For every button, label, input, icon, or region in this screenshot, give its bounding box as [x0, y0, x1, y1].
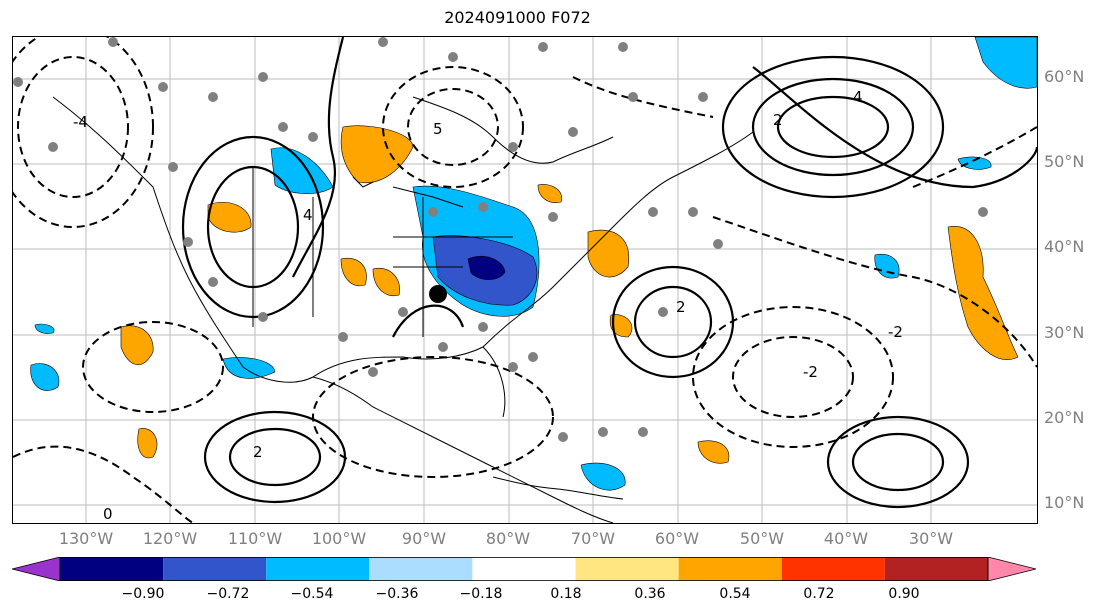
station-marker — [368, 367, 378, 377]
lat-label: 40°N — [1044, 237, 1085, 256]
colorbar — [12, 557, 1036, 581]
station-marker — [648, 207, 658, 217]
colorbar-label: 0.18 — [550, 586, 582, 602]
contour-label: 4 — [853, 88, 863, 106]
lat-label: 50°N — [1044, 152, 1085, 171]
coastlines — [52, 96, 754, 523]
station-marker — [258, 312, 268, 322]
station-marker — [698, 92, 708, 102]
contour-label: 2 — [676, 298, 686, 316]
station-marker — [158, 82, 168, 92]
lon-label: 110°W — [227, 529, 283, 548]
station-marker — [713, 239, 723, 249]
station-marker — [448, 52, 458, 62]
station-marker — [528, 352, 538, 362]
station-marker — [568, 127, 578, 137]
lat-label: 60°N — [1044, 67, 1085, 86]
map-panel: 4 2 4 5 2 -2 -4 -2 2 0 — [12, 36, 1038, 524]
lon-label: 40°W — [823, 529, 869, 548]
station-marker — [508, 362, 518, 372]
contour-label: 5 — [433, 120, 443, 138]
colorbar-label: −0.90 — [121, 586, 165, 602]
station-marker — [258, 72, 268, 82]
lon-label: 50°W — [739, 529, 785, 548]
colorbar-label: 0.72 — [803, 586, 835, 602]
station-marker — [508, 142, 518, 152]
colorbar-frame — [59, 557, 989, 581]
station-marker — [558, 432, 568, 442]
station-marker — [338, 332, 348, 342]
station-marker — [688, 207, 698, 217]
station-marker — [438, 342, 448, 352]
colorbar-segment — [266, 557, 370, 581]
colorbar-label: −0.18 — [459, 586, 503, 602]
contour-label: 0 — [103, 505, 113, 523]
station-marker — [278, 122, 288, 132]
colorbar-label: −0.36 — [375, 586, 419, 602]
contour-label: 2 — [773, 111, 783, 129]
lat-label: 20°N — [1044, 408, 1085, 427]
map-title: 2024091000 F072 — [444, 8, 591, 27]
colorbar-segment — [60, 557, 164, 581]
lon-label: 120°W — [142, 529, 198, 548]
colorbar-label: 0.90 — [888, 586, 920, 602]
graticule — [13, 37, 1037, 523]
contour-label: -2 — [803, 363, 818, 381]
lon-label: 80°W — [485, 529, 531, 548]
colorbar-label: 0.54 — [719, 586, 751, 602]
station-marker — [638, 427, 648, 437]
colorbar-segment — [369, 557, 473, 581]
contour-labels: 4 2 4 5 2 -2 -4 -2 2 0 — [73, 88, 903, 523]
station-marker — [168, 162, 178, 172]
contours-negative — [13, 37, 1037, 523]
station-marker — [548, 212, 558, 222]
colorbar-segment — [884, 557, 988, 581]
station-marker — [208, 92, 218, 102]
station-marker — [308, 132, 318, 142]
colorbar-label: −0.54 — [290, 586, 334, 602]
station-marker — [208, 277, 218, 287]
station-marker — [48, 142, 58, 152]
station-markers — [13, 37, 988, 442]
lon-label: 70°W — [570, 529, 616, 548]
lon-label: 100°W — [311, 529, 367, 548]
colorbar-segment — [781, 557, 885, 581]
lon-label: 90°W — [401, 529, 447, 548]
colorbar-label: −0.72 — [206, 586, 250, 602]
colorbar-label: 0.36 — [634, 586, 666, 602]
map-canvas: 4 2 4 5 2 -2 -4 -2 2 0 — [13, 37, 1037, 523]
colorbar-segment — [163, 557, 267, 581]
colorbar-extend-high — [987, 557, 1036, 581]
colorbar-segment — [575, 557, 679, 581]
station-marker — [538, 42, 548, 52]
colorbar-segment — [472, 557, 576, 581]
contour-label: 2 — [253, 443, 263, 461]
lon-label: 130°W — [58, 529, 114, 548]
lon-label: 60°W — [654, 529, 700, 548]
station-marker — [428, 207, 438, 217]
station-marker — [658, 307, 668, 317]
colorbar-segment — [678, 557, 782, 581]
station-marker — [598, 427, 608, 437]
colorbar-extend-low — [12, 557, 61, 581]
highlight-marker — [429, 285, 447, 303]
station-marker — [628, 92, 638, 102]
lon-label: 30°W — [908, 529, 954, 548]
station-marker — [183, 237, 193, 247]
station-marker — [618, 42, 628, 52]
lat-label: 10°N — [1044, 493, 1085, 512]
lat-label: 30°N — [1044, 323, 1085, 342]
contour-label: 4 — [303, 206, 313, 224]
station-marker — [13, 77, 23, 87]
station-marker — [978, 207, 988, 217]
contour-label: -4 — [73, 113, 88, 131]
station-marker — [478, 202, 488, 212]
colorbar-segments — [12, 557, 1036, 581]
contour-label: -2 — [888, 323, 903, 341]
shaded-regions — [30, 37, 1037, 491]
station-marker — [378, 37, 388, 47]
station-marker — [478, 322, 488, 332]
station-marker — [108, 37, 118, 47]
station-marker — [398, 307, 408, 317]
